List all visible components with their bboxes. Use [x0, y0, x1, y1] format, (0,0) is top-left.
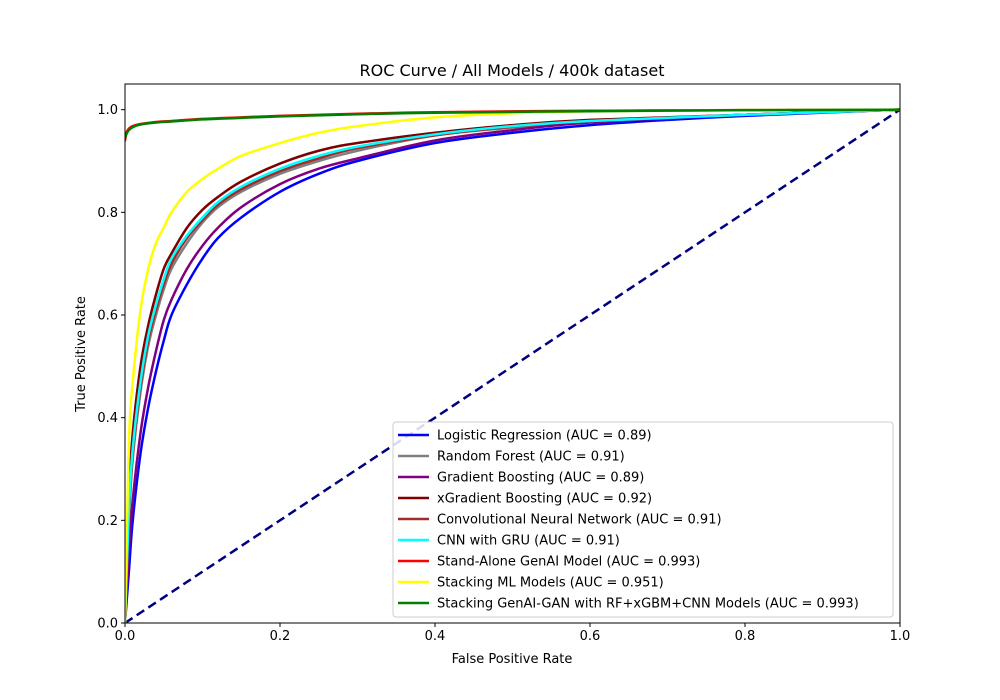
- legend-label: Stand-Alone GenAI Model (AUC = 0.993): [437, 555, 700, 570]
- axis-ticks: 0.0 0.2 0.4 0.6 0.8 1.0 0.0 0.2 0.4 0.6 0.8 1.0: [97, 103, 910, 644]
- legend-label: xGradient Boosting (AUC = 0.92): [437, 492, 652, 507]
- x-tick-label: 1.0: [890, 629, 911, 644]
- y-axis-label: True Positive Rate: [74, 296, 89, 413]
- legend-label: Random Forest (AUC = 0.91): [437, 450, 625, 465]
- series-line-5: [125, 108, 900, 623]
- random-classifier-diagonal: [125, 108, 900, 623]
- y-tick-label: 0.8: [97, 206, 118, 221]
- x-tick-label: 0.0: [115, 629, 136, 644]
- legend: Logistic Regression (AUC = 0.89) Random F…: [392, 421, 894, 618]
- y-tick-label: 1.0: [97, 103, 118, 118]
- y-tick-label: 0.4: [97, 411, 118, 426]
- x-tick-label: 0.2: [270, 629, 291, 644]
- legend-label: Stacking ML Models (AUC = 0.951): [437, 576, 664, 591]
- chart-title: ROC Curve / All Models / 400k dataset: [360, 61, 665, 80]
- legend-label: Convolutional Neural Network (AUC = 0.91…: [437, 513, 722, 528]
- series-line-2: [125, 108, 900, 623]
- legend-label: Stacking GenAI-GAN with RF+xGBM+CNN Mode…: [437, 597, 859, 612]
- x-tick-label: 0.8: [735, 629, 756, 644]
- legend-box: [392, 421, 894, 618]
- plot-frame: [124, 83, 901, 624]
- x-tick-label: 0.6: [580, 629, 601, 644]
- series-lines: [125, 108, 900, 623]
- y-tick-label: 0.0: [97, 617, 118, 632]
- y-tick-label: 0.6: [97, 309, 118, 324]
- x-tick-label: 0.4: [425, 629, 446, 644]
- legend-label: Logistic Regression (AUC = 0.89): [437, 429, 652, 444]
- legend-label: Gradient Boosting (AUC = 0.89): [437, 471, 644, 486]
- x-axis-label: False Positive Rate: [452, 652, 573, 667]
- legend-label: CNN with GRU (AUC = 0.91): [437, 534, 620, 549]
- y-tick-label: 0.2: [97, 514, 118, 529]
- series-line-0: [125, 108, 900, 623]
- series-line-8: [125, 108, 900, 140]
